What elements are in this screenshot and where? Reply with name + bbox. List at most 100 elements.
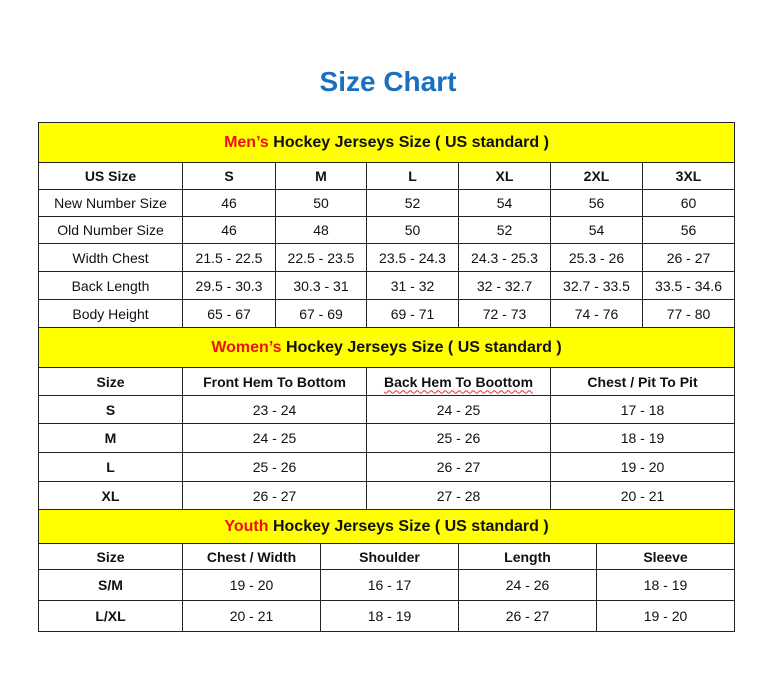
header-cell: 3XL [641,162,736,190]
table-header-row: Size Front Hem To Bottom Back Hem To Boott… [38,367,736,396]
row-label-cell: M [38,423,183,453]
header-cell: XL [458,162,551,190]
value-cell: 48 [275,216,367,244]
value-cell: 27 - 28 [366,481,551,510]
value-cell: 21.5 - 22.5 [182,243,276,272]
row-label-cell: New Number Size [38,189,183,217]
value-cell: 24 - 26 [458,569,597,601]
table-row: XL 26 - 27 27 - 28 20 - 21 [38,481,736,510]
youth-heading-text: Hockey Jerseys Size ( US standard ) [268,517,549,535]
mens-heading-text: Hockey Jerseys Size ( US standard ) [268,133,549,151]
value-cell: 29.5 - 30.3 [182,271,276,300]
row-label-cell: Width Chest [38,243,183,272]
value-cell: 50 [366,216,459,244]
value-cell: 56 [550,189,643,217]
header-text: Back Hem To Boottom [383,373,534,390]
value-cell: 26 - 27 [366,452,551,482]
value-cell: 26 - 27 [458,600,597,632]
header-cell: Front Hem To Bottom [182,367,367,396]
row-label-cell: L/XL [38,600,183,632]
value-cell: 19 - 20 [595,600,736,632]
table-row: S/M 19 - 20 16 - 17 24 - 26 18 - 19 [38,569,736,601]
mens-heading-accent: Men’s [224,133,269,151]
value-cell: 23.5 - 24.3 [366,243,459,272]
table-row: New Number Size 46 50 52 54 56 60 [38,189,736,217]
header-cell: Length [458,543,597,570]
mens-section-heading: Men’s Hockey Jerseys Size ( US standard … [37,122,736,163]
row-label-cell: Old Number Size [38,216,183,244]
table-row: L/XL 20 - 21 18 - 19 26 - 27 19 - 20 [38,600,736,632]
value-cell: 46 [182,216,276,244]
youth-section-heading: Youth Hockey Jerseys Size ( US standard … [37,509,736,544]
value-cell: 50 [275,189,367,217]
value-cell: 24 - 25 [182,423,367,453]
value-cell: 26 - 27 [182,481,367,510]
womens-size-table: Women’s Hockey Jerseys Size ( US standar… [37,327,736,510]
value-cell: 24.3 - 25.3 [458,243,551,272]
header-cell: M [275,162,367,190]
table-row: S 23 - 24 24 - 25 17 - 18 [38,395,736,424]
value-cell: 77 - 80 [641,299,736,328]
value-cell: 69 - 71 [366,299,459,328]
table-row: Width Chest 21.5 - 22.5 22.5 - 23.5 23.5 - … [38,243,736,272]
value-cell: 54 [458,189,551,217]
value-cell: 60 [641,189,736,217]
value-cell: 74 - 76 [550,299,643,328]
header-cell: Size [38,543,183,570]
row-label-cell: S/M [38,569,183,601]
value-cell: 25 - 26 [182,452,367,482]
value-cell: 52 [458,216,551,244]
table-row: L 25 - 26 26 - 27 19 - 20 [38,452,736,482]
value-cell: 65 - 67 [182,299,276,328]
value-cell: 56 [641,216,736,244]
header-cell: Chest / Width [182,543,321,570]
row-label-cell: L [38,452,183,482]
header-cell: 2XL [550,162,643,190]
value-cell: 30.3 - 31 [275,271,367,300]
header-cell: S [182,162,276,190]
table-header-row: US Size S M L XL 2XL 3XL [38,162,736,190]
table-row: M 24 - 25 25 - 26 18 - 19 [38,423,736,453]
value-cell: 67 - 69 [275,299,367,328]
header-cell: Size [38,367,183,396]
header-cell: Back Hem To Boottom [366,367,551,396]
value-cell: 54 [550,216,643,244]
value-cell: 31 - 32 [366,271,459,300]
value-cell: 46 [182,189,276,217]
value-cell: 20 - 21 [549,481,736,510]
value-cell: 19 - 20 [549,452,736,482]
value-cell: 18 - 19 [320,600,459,632]
value-cell: 72 - 73 [458,299,551,328]
row-label-cell: Body Height [38,299,183,328]
value-cell: 16 - 17 [320,569,459,601]
value-cell: 17 - 18 [549,395,736,424]
value-cell: 20 - 21 [182,600,321,632]
table-row: Body Height 65 - 67 67 - 69 69 - 71 72 - 73 7… [38,299,736,328]
header-cell: Shoulder [320,543,459,570]
youth-heading-accent: Youth [224,517,269,535]
womens-heading-accent: Women’s [211,338,282,356]
value-cell: 23 - 24 [182,395,367,424]
row-label-cell: XL [38,481,183,510]
table-row: Back Length 29.5 - 30.3 30.3 - 31 31 - 32 32… [38,271,736,300]
value-cell: 25.3 - 26 [550,243,643,272]
page-title: Size Chart [319,66,457,97]
row-label-cell: S [38,395,183,424]
header-cell: L [366,162,459,190]
table-row: Old Number Size 46 48 50 52 54 56 [38,216,736,244]
table-header-row: Size Chest / Width Shoulder Length Sleeve [38,543,736,570]
header-cell: Sleeve [595,543,736,570]
value-cell: 18 - 19 [549,423,736,453]
value-cell: 26 - 27 [641,243,736,272]
header-cell: US Size [38,162,183,190]
value-cell: 25 - 26 [366,423,551,453]
value-cell: 18 - 19 [595,569,736,601]
value-cell: 52 [366,189,459,217]
mens-size-table: Men’s Hockey Jerseys Size ( US standard … [37,122,736,328]
row-label-cell: Back Length [38,271,183,300]
header-cell: Chest / Pit To Pit [549,367,736,396]
womens-section-heading: Women’s Hockey Jerseys Size ( US standar… [37,327,736,368]
value-cell: 32.7 - 33.5 [550,271,643,300]
value-cell: 32 - 32.7 [458,271,551,300]
value-cell: 24 - 25 [366,395,551,424]
